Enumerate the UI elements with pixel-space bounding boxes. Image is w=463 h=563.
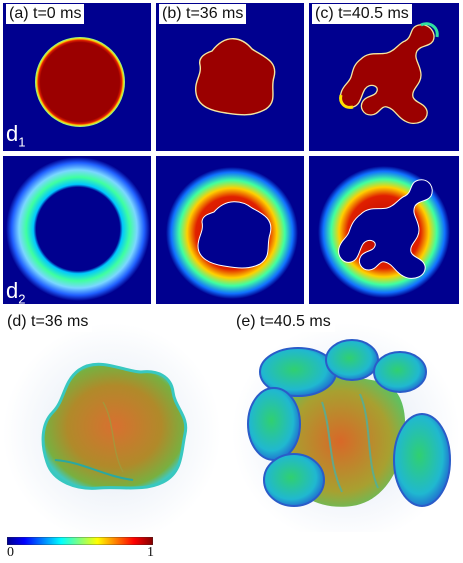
panel-b-label: (b) t=36 ms xyxy=(159,4,247,24)
density-map-b xyxy=(156,3,304,151)
colorbar-max-label: 1 xyxy=(147,545,154,560)
volume-render-d xyxy=(3,312,221,532)
ring-map-c xyxy=(309,156,459,304)
row-label-d2: d2 xyxy=(6,278,26,307)
panel-e-label: (e) t=40.5 ms xyxy=(232,312,335,332)
panel-c-label: (c) t=40.5 ms xyxy=(312,4,412,24)
colorbar xyxy=(7,537,153,545)
density-map-c xyxy=(309,3,459,151)
volume-render-e xyxy=(232,312,460,532)
disk-shape xyxy=(35,37,125,127)
panel-b2 xyxy=(156,156,304,304)
panel-a: (a) t=0 ms d1 xyxy=(3,3,151,151)
panel-d-label: (d) t=36 ms xyxy=(3,312,93,332)
ring-map-b xyxy=(156,156,304,304)
blob-shape xyxy=(194,38,276,116)
panel-d: (d) t=36 ms xyxy=(3,312,221,532)
bubble-3d-shape xyxy=(41,362,188,490)
panel-c2 xyxy=(309,156,459,304)
panel-e: (e) t=40.5 ms xyxy=(232,312,460,532)
colorbar-min-label: 0 xyxy=(7,545,14,560)
ring-map-a xyxy=(3,156,151,304)
panel-a-label: (a) t=0 ms xyxy=(6,4,85,24)
panel-c: (c) t=40.5 ms xyxy=(309,3,459,151)
panel-b: (b) t=36 ms xyxy=(156,3,304,151)
density-map-a xyxy=(3,3,151,151)
row-label-d1: d1 xyxy=(6,121,26,150)
panel-a2: d2 xyxy=(3,156,151,307)
